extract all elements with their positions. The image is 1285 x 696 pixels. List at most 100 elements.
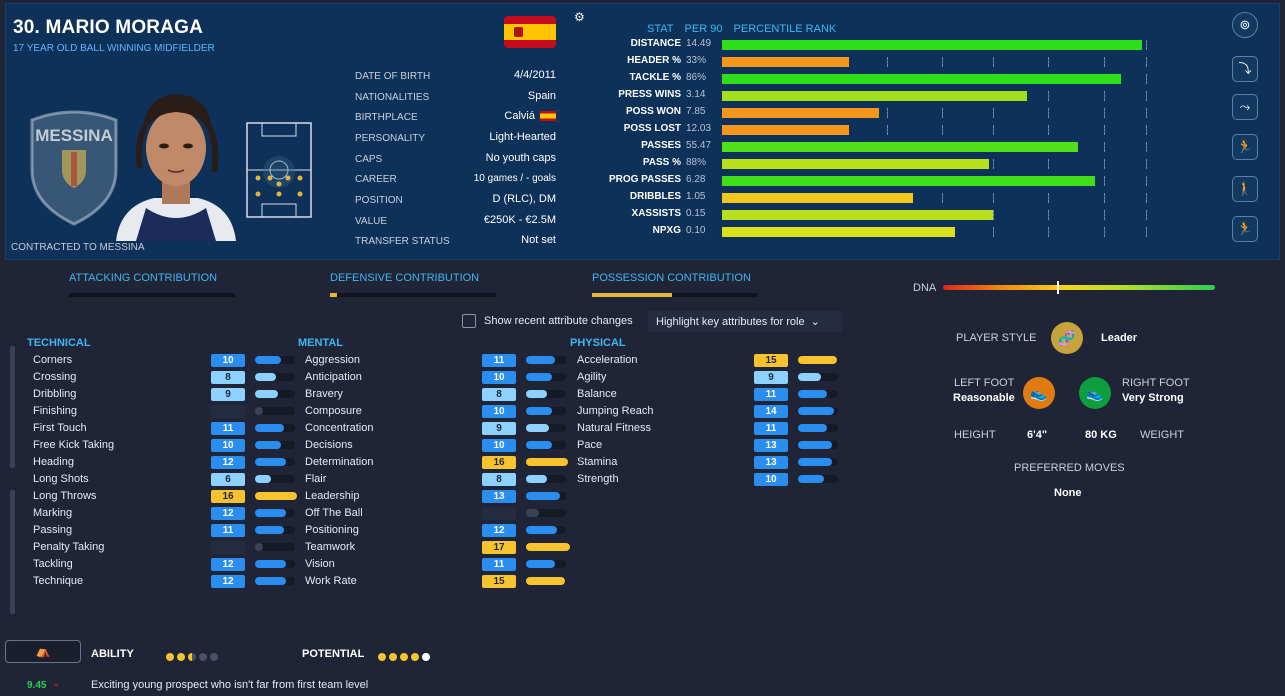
stat-bar-track [722, 210, 1147, 220]
attribute-row[interactable]: Bravery 8 [305, 386, 605, 403]
attribute-row[interactable]: Off The Ball 5 [305, 505, 605, 522]
attribute-name: Decisions [305, 439, 353, 451]
stat-row: TACKLE % 86% [606, 70, 1151, 87]
percentile-tick [993, 193, 995, 203]
attribute-row[interactable]: Positioning 12 [305, 522, 605, 539]
attribute-value: 10 [482, 405, 516, 418]
running-icon[interactable]: 🏃 [1232, 134, 1258, 160]
highlight-attributes-dropdown[interactable]: Highlight key attributes for role ⌄ [648, 311, 842, 332]
percentile-tick [1048, 193, 1050, 203]
stat-row: PRESS WINS 3.14 [606, 87, 1151, 104]
attribute-row[interactable]: Agility 9 [577, 369, 877, 386]
stat-name: PROG PASSES [608, 174, 681, 185]
star-icon [389, 653, 397, 661]
attribute-bar [526, 356, 555, 364]
attribute-value: 10 [754, 473, 788, 486]
right-foot-value: Very Strong [1122, 392, 1184, 404]
attribute-row[interactable]: Anticipation 10 [305, 369, 605, 386]
stat-row: POSS LOST 12.03 [606, 121, 1151, 138]
percentile-tick [1146, 91, 1147, 101]
attribute-row[interactable]: Composure 10 [305, 403, 605, 420]
attribute-bar-track [526, 509, 566, 517]
pitch-position-map [246, 122, 312, 218]
stat-name: PRESS WINS [618, 89, 681, 100]
attribute-value: 17 [482, 541, 516, 554]
attribute-row[interactable]: Heading 12 [33, 454, 333, 471]
attribute-row[interactable]: Crossing 8 [33, 369, 333, 386]
attribute-row[interactable]: Acceleration 15 [577, 352, 877, 369]
attribute-row[interactable]: Stamina 13 [577, 454, 877, 471]
attribute-value: 11 [482, 354, 516, 367]
attribute-row[interactable]: Determination 16 [305, 454, 605, 471]
stat-value: 6.28 [686, 174, 706, 185]
preferred-moves-value: None [1054, 487, 1082, 499]
attribute-name: Balance [577, 388, 617, 400]
attribute-row[interactable]: Marking 12 [33, 505, 333, 522]
percentile-tick [1146, 74, 1147, 84]
attribute-row[interactable]: Teamwork 17 [305, 539, 605, 556]
attribute-row[interactable]: Long Throws 16 [33, 488, 333, 505]
info-value-birthplace[interactable]: Calviá [504, 110, 556, 122]
tackle-icon[interactable]: ⤳ [1232, 94, 1258, 120]
attribute-name: Agility [577, 371, 607, 383]
player-name: 30. MARIO MORAGA [13, 17, 204, 38]
coach-report-button[interactable]: ⛺ [5, 640, 81, 663]
contract-status: CONTRACTED TO MESSINA [11, 242, 145, 253]
runner-icon[interactable]: 🏃 [1232, 216, 1258, 242]
player-header-panel: 30. MARIO MORAGA 17 YEAR OLD BALL WINNIN… [5, 3, 1280, 260]
attribute-value: 11 [754, 388, 788, 401]
stat-header-percentile: PERCENTILE RANK [733, 23, 837, 35]
attribute-bar-track [526, 475, 566, 483]
attribute-row[interactable]: Technique 12 [33, 573, 333, 590]
stat-value: 1.05 [686, 191, 706, 202]
scrollbar-track[interactable] [10, 490, 15, 614]
attribute-row[interactable]: Natural Fitness 11 [577, 420, 877, 437]
attribute-row[interactable]: Tackling 12 [33, 556, 333, 573]
scrollbar-track[interactable] [10, 346, 15, 468]
attribute-row[interactable]: Vision 11 [305, 556, 605, 573]
attribute-row[interactable]: Finishing 3 [33, 403, 333, 420]
slide-tackle-icon[interactable]: ⤵ [1232, 56, 1258, 82]
profile-toggle-icon[interactable]: ⊚ [1232, 12, 1258, 38]
left-foot-label: LEFT FOOT [954, 377, 1015, 389]
ability-label: ABILITY [91, 648, 134, 660]
attribute-bar-track [526, 373, 566, 381]
attribute-bar-track [255, 475, 295, 483]
attribute-bar-track [255, 509, 295, 517]
attribute-bar [526, 424, 550, 432]
attribute-row[interactable]: Pace 13 [577, 437, 877, 454]
attribute-row[interactable]: Passing 11 [33, 522, 333, 539]
attribute-row[interactable]: Strength 10 [577, 471, 877, 488]
attribute-row[interactable]: Decisions 10 [305, 437, 605, 454]
attribute-row[interactable]: Leadership 13 [305, 488, 605, 505]
attribute-bar [255, 441, 281, 449]
gear-icon[interactable]: ⚙ [574, 10, 585, 24]
attribute-row[interactable]: First Touch 11 [33, 420, 333, 437]
attribute-row[interactable]: Concentration 9 [305, 420, 605, 437]
stat-value: 88% [686, 157, 707, 168]
walking-icon[interactable]: 🚶 [1232, 176, 1258, 202]
stat-bar [722, 91, 1028, 101]
attribute-row[interactable]: Jumping Reach 14 [577, 403, 877, 420]
height-label: HEIGHT [954, 429, 996, 441]
show-changes-checkbox[interactable]: Show recent attribute changes [462, 314, 633, 328]
star-icon [177, 653, 185, 661]
info-value-caps: No youth caps [485, 152, 556, 164]
attribute-value: 8 [482, 473, 516, 486]
attribute-row[interactable]: Balance 11 [577, 386, 877, 403]
attribute-row[interactable]: Dribbling 9 [33, 386, 333, 403]
attribute-name: Pace [577, 439, 603, 451]
attribute-bar [255, 577, 287, 585]
info-value-nationality[interactable]: Spain [527, 90, 556, 102]
attribute-row[interactable]: Work Rate 15 [305, 573, 605, 590]
stat-headers: STAT PER 90 PERCENTILE RANK [647, 23, 844, 35]
attribute-row[interactable]: Flair 8 [305, 471, 605, 488]
attribute-row[interactable]: Long Shots 6 [33, 471, 333, 488]
attribute-row[interactable]: Corners 10 [33, 352, 333, 369]
attribute-row[interactable]: Free Kick Taking 10 [33, 437, 333, 454]
attribute-bar-track [255, 441, 295, 449]
checkbox-box[interactable] [462, 314, 476, 328]
info-label: NATIONALITIES [355, 92, 430, 103]
attribute-row[interactable]: Aggression 11 [305, 352, 605, 369]
attribute-row[interactable]: Penalty Taking 3 [33, 539, 333, 556]
